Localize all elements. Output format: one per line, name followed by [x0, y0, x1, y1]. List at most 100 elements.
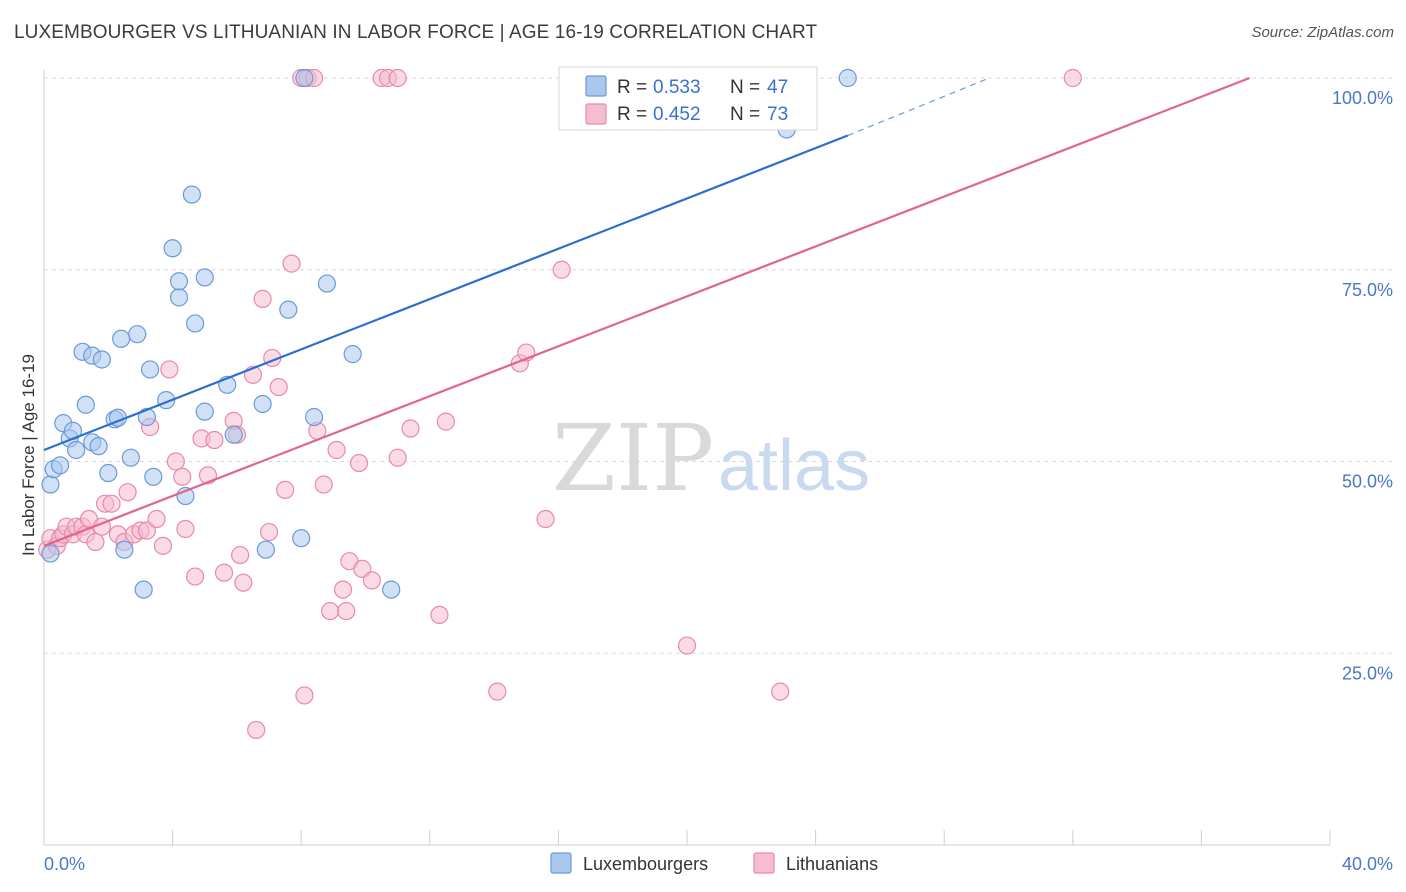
lithuanian-point — [362, 571, 382, 590]
x-tick-label-min: 0.0% — [44, 854, 85, 874]
legend-r-value-1: 0.533 — [653, 77, 701, 98]
lithuanian-point — [295, 686, 314, 705]
lithuanian-point — [282, 254, 301, 273]
luxembourger-point — [41, 475, 60, 494]
luxembourger-point — [163, 239, 182, 258]
legend-n-label-2: N = — [730, 104, 760, 125]
source-credit: Source: ZipAtlas.com — [1251, 24, 1394, 41]
lithuanian-point — [327, 440, 346, 460]
luxembourger-point — [838, 68, 857, 88]
legend-n-value-2: 73 — [767, 104, 788, 125]
lithuanian-point — [234, 573, 253, 592]
luxembourger-point — [121, 448, 140, 467]
series-lithuanians-points — [38, 68, 1082, 740]
luxembourger-point — [76, 395, 95, 414]
luxembourger-point — [292, 529, 311, 548]
lithuanian-point — [147, 509, 166, 529]
lithuanian-point — [436, 412, 455, 431]
luxembourger-point — [112, 329, 131, 348]
lithuanian-point — [388, 68, 407, 88]
luxembourger-point — [279, 300, 298, 319]
luxembourger-point — [92, 350, 111, 369]
lithuanian-point — [259, 522, 279, 542]
lithuanian-point — [160, 360, 179, 379]
axes — [43, 70, 1331, 846]
luxembourger-point — [144, 467, 163, 486]
y-tick-label: 100.0% — [1332, 88, 1393, 108]
lithuanian-point — [337, 601, 356, 621]
x-tick-label-max: 40.0% — [1342, 854, 1393, 874]
bottom-legend-swatch-luxembourgers — [550, 852, 572, 874]
lithuanian-point — [173, 467, 192, 486]
lithuanian-point — [247, 720, 266, 740]
lithuanian-point — [771, 682, 790, 701]
luxembourger-point — [67, 440, 86, 460]
lithuanian-point — [176, 519, 195, 539]
lithuanian-point — [153, 536, 173, 555]
luxembourger-point — [50, 456, 70, 475]
luxembourger-point — [128, 325, 147, 344]
trend-lines — [43, 76, 1251, 547]
watermark-zip: ZIP — [552, 405, 714, 512]
legend-n-label-1: N = — [730, 77, 760, 98]
watermark-atlas: atlas — [718, 426, 870, 506]
lithuanian-point — [677, 636, 697, 655]
lithuanian-point — [552, 260, 571, 279]
lithuanian-point — [488, 682, 507, 701]
series-luxembourgers-points — [41, 68, 857, 599]
lithuanian-point — [321, 601, 340, 621]
lithuanian-point — [333, 580, 353, 599]
legend-swatch-lithuanians — [585, 103, 607, 125]
gridlines — [44, 77, 1393, 654]
luxembourger-point — [304, 407, 324, 427]
lithuanian-point — [214, 563, 234, 582]
luxembourger-point — [382, 580, 401, 599]
correlation-legend: R = 0.533 N = 47 R = 0.452 N = 73 — [558, 66, 818, 131]
luxembourger-point — [137, 407, 156, 427]
luxembourger-point — [224, 425, 243, 444]
luxembourger-point — [343, 345, 362, 364]
luxembourger-point — [169, 288, 189, 307]
lithuanian-point — [388, 448, 407, 467]
legend-n-value-1: 47 — [767, 77, 788, 98]
lithuanian-point — [269, 378, 288, 397]
bottom-legend-swatch-lithuanians — [753, 852, 775, 874]
luxembourger-point — [186, 314, 205, 333]
lithuanian-point — [430, 605, 449, 625]
lithuanian-point — [102, 494, 121, 513]
lithuanian-point — [205, 430, 224, 450]
trend-line-luxembourgers-extension — [847, 77, 990, 137]
luxembourger-point — [134, 580, 153, 599]
luxembourger-point — [99, 463, 118, 483]
trend-line-lithuanians — [43, 76, 1251, 547]
y-tick-label: 75.0% — [1342, 280, 1393, 300]
legend-swatch-luxembourgers — [585, 75, 607, 97]
luxembourger-point — [41, 544, 60, 563]
luxembourger-point — [89, 437, 108, 456]
trend-line-luxembourgers — [43, 134, 849, 452]
lithuanian-point — [186, 567, 205, 586]
lithuanian-point — [1063, 68, 1082, 88]
luxembourger-point — [140, 360, 160, 379]
luxembourger-point — [182, 185, 201, 204]
luxembourger-point — [295, 68, 314, 88]
lithuanian-point — [253, 289, 272, 308]
legend-r-label-2: R = — [617, 104, 647, 125]
series-legend: Luxembourgers Lithuanians — [550, 852, 878, 874]
luxembourger-point — [253, 394, 272, 414]
chart-title: LUXEMBOURGER VS LITHUANIAN IN LABOR FORC… — [14, 22, 818, 43]
luxembourger-point — [195, 268, 214, 287]
y-tick-label: 25.0% — [1342, 663, 1393, 683]
lithuanian-point — [349, 453, 369, 473]
y-tick-labels: 25.0% 50.0% 75.0% 100.0% — [1332, 88, 1393, 683]
lithuanian-point — [536, 509, 555, 529]
lithuanian-point — [231, 545, 250, 565]
legend-r-value-2: 0.452 — [653, 104, 701, 125]
lithuanian-point — [314, 475, 333, 494]
lithuanian-point — [86, 532, 105, 552]
lithuanian-point — [118, 483, 137, 502]
bottom-legend-label-lithuanians: Lithuanians — [786, 854, 878, 874]
luxembourger-point — [115, 540, 134, 559]
lithuanian-point — [276, 480, 295, 499]
